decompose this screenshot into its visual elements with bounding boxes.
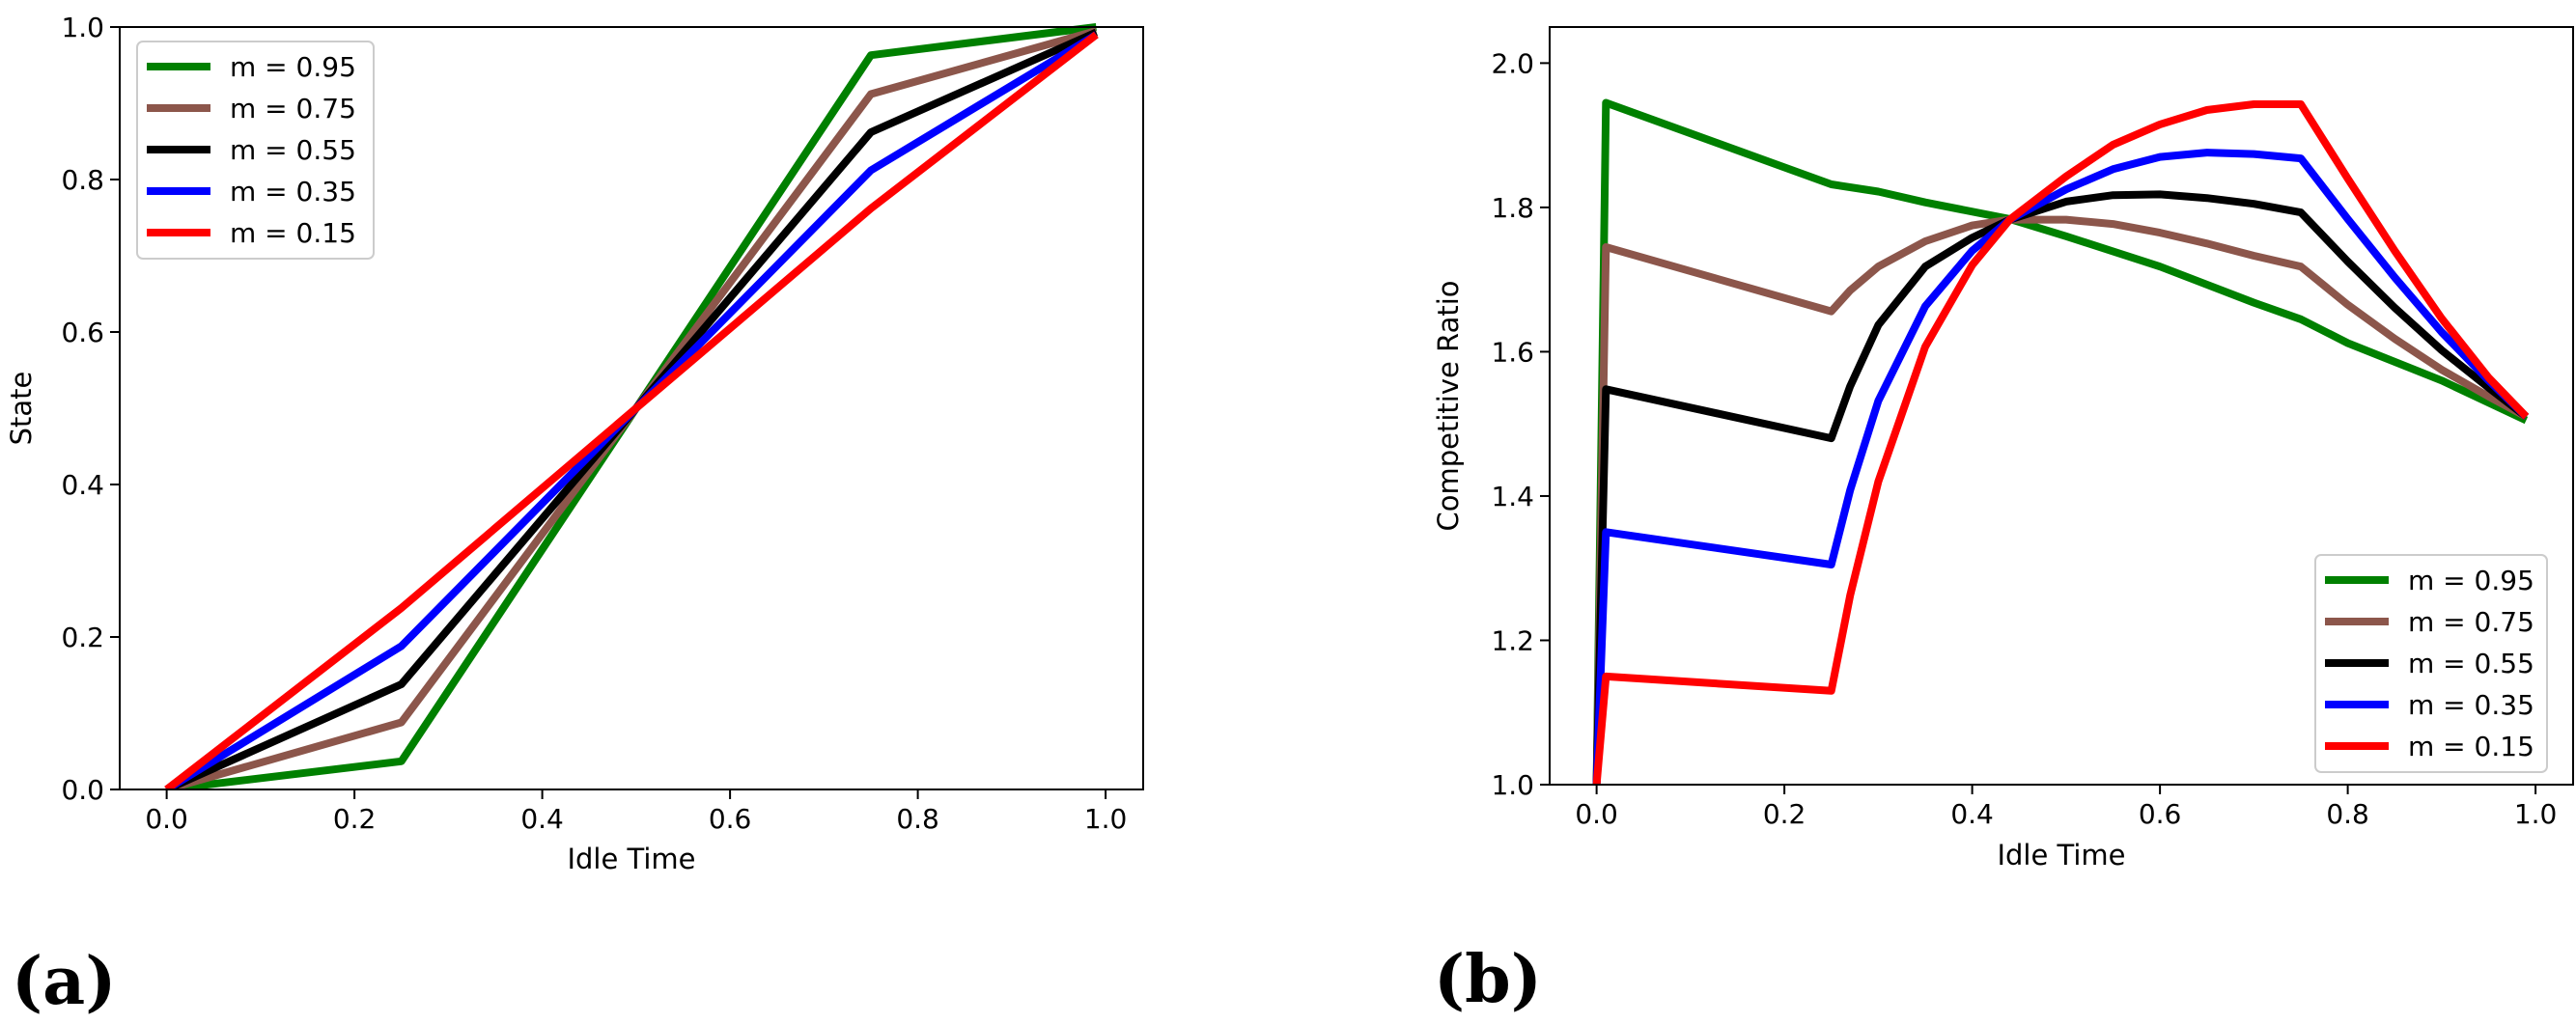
x-axis-label: Idle Time (567, 843, 695, 875)
chart-panel-1: 0.0 0.2 0.4 0.6 0.8 1.0 0.0 0.2 0.4 0.6 0.8 1.0 Idle… (5, 12, 1144, 1020)
chart-panel-2: 0.0 0.2 0.4 0.6 0.8 1.0 1.0 1.2 1.4 1.6 1.8 2.0 Idle… (1432, 26, 2574, 1018)
series-line-095 (1592, 98, 2529, 785)
y-tick-label: 1.0 (1491, 769, 1534, 801)
series-line-075 (1592, 215, 2529, 785)
x-tick-label: 0.8 (896, 803, 939, 835)
legend-box (136, 41, 375, 260)
y-tick-label: 1.2 (1491, 624, 1534, 656)
plot-frame (119, 26, 1144, 790)
legend-entry-label: m = 0.35 (2408, 689, 2534, 721)
x-tick-label: 1.0 (2514, 798, 2558, 830)
legend-entry-label: m = 0.15 (230, 217, 356, 249)
y-tick-label: 0.0 (61, 774, 104, 806)
series-line-055 (1592, 190, 2529, 785)
x-tick-label: 0.6 (709, 803, 752, 835)
legend-entry-label: m = 0.75 (2408, 606, 2534, 638)
legend-entry-label: m = 0.55 (2408, 648, 2534, 679)
y-tick-label: 1.8 (1491, 192, 1534, 224)
legend: m = 0.95 m = 0.75 m = 0.55 m = 0.35 m = 0.15 (136, 41, 375, 260)
y-tick-label: 0.4 (61, 469, 104, 501)
y-axis-label: State (5, 372, 38, 446)
legend-entry-label: m = 0.35 (230, 176, 356, 208)
x-tick-label: 1.0 (1084, 803, 1128, 835)
y-tick-label: 0.8 (61, 164, 104, 196)
x-tick-label: 0.0 (1575, 798, 1618, 830)
x-tick-label: 0.2 (1763, 798, 1806, 830)
x-tick-label: 0.0 (145, 803, 188, 835)
legend-entry-label: m = 0.95 (230, 51, 356, 83)
x-tick-label: 0.8 (2326, 798, 2369, 830)
legend: m = 0.95 m = 0.75 m = 0.55 m = 0.35 m = 0.15 (2314, 554, 2548, 773)
y-axis-label: Competitive Ratio (1432, 280, 1465, 531)
y-tick-label: 0.2 (61, 622, 104, 653)
x-tick-label: 0.6 (2139, 798, 2182, 830)
plot-frame (1549, 26, 2574, 786)
legend-entry-label: m = 0.75 (230, 93, 356, 125)
panel-label: (b) (1434, 941, 1542, 1018)
series-line-015 (1592, 100, 2530, 785)
series-line-035 (1592, 149, 2530, 785)
series-group (1592, 98, 2530, 785)
legend-box (2314, 554, 2548, 773)
y-tick-label: 2.0 (1491, 47, 1534, 79)
y-tick-label: 0.6 (61, 317, 104, 348)
y-tick-label: 1.0 (61, 12, 104, 43)
x-axis-label: Idle Time (1997, 839, 2125, 872)
x-tick-label: 0.4 (1950, 798, 1994, 830)
legend-entry-label: m = 0.15 (2408, 731, 2534, 762)
x-tick-label: 0.2 (333, 803, 377, 835)
y-tick-label: 1.6 (1491, 336, 1534, 368)
legend-entry-label: m = 0.95 (2408, 565, 2534, 596)
series-group (164, 23, 1099, 789)
legend-entry-label: m = 0.55 (230, 134, 356, 166)
panel-label: (a) (12, 943, 116, 1020)
x-tick-label: 0.4 (520, 803, 564, 835)
y-tick-label: 1.4 (1491, 481, 1534, 512)
series-line-015 (164, 31, 1099, 789)
